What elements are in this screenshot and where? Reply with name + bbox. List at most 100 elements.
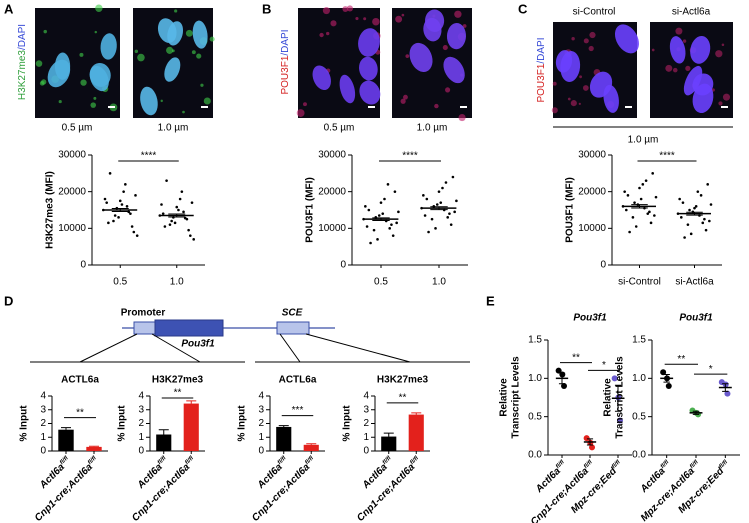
error-bar <box>61 427 71 430</box>
zoom-line <box>305 333 411 363</box>
error-bar <box>278 425 289 427</box>
y-tick-label: 0 <box>340 260 346 271</box>
x-tick-label: si-Actl6a <box>675 277 714 288</box>
speckle <box>95 4 103 12</box>
speckle <box>675 27 683 35</box>
point <box>388 227 392 230</box>
chart-title: ACTL6a <box>61 375 99 386</box>
speckle <box>191 50 196 55</box>
point <box>386 183 390 186</box>
point <box>189 234 192 237</box>
point <box>364 205 367 208</box>
significance-label: ** <box>677 354 685 365</box>
y-tick-label: 2 <box>40 418 46 429</box>
speckle <box>182 110 185 114</box>
point <box>439 201 443 204</box>
point <box>381 212 385 215</box>
x-tick-label: Cnp1-cre;Actl6afl/fl <box>130 455 199 523</box>
speckle <box>401 13 405 17</box>
point <box>704 228 708 232</box>
y-axis-label: % Input <box>342 405 353 442</box>
zoom-line <box>79 333 138 363</box>
error-bar <box>692 410 700 415</box>
nucleus <box>359 80 381 105</box>
x-tick-label: 0.5 <box>374 277 388 288</box>
point <box>633 201 636 204</box>
panel-label: D <box>4 293 13 308</box>
speckle <box>196 53 202 59</box>
speckle <box>718 101 723 106</box>
nucleus <box>603 84 619 113</box>
bar <box>276 426 292 451</box>
image-caption: 1.0 µm <box>628 135 659 146</box>
nucleus <box>690 36 711 64</box>
speckle <box>434 103 439 109</box>
point <box>453 210 456 214</box>
point <box>105 201 108 204</box>
point <box>689 232 693 236</box>
y-tick-label: 0.0 <box>528 450 542 461</box>
speckle <box>43 29 47 34</box>
y-tick-label: 1 <box>363 432 369 443</box>
y-tick-label: 2 <box>138 418 144 429</box>
point <box>125 205 129 208</box>
scale-bar <box>460 106 467 108</box>
significance-label: ** <box>399 393 407 404</box>
image-caption: 0.5 µm <box>62 123 93 134</box>
point <box>693 206 696 210</box>
chart-title: Pou3f1 <box>679 313 713 324</box>
error-bar <box>430 206 448 211</box>
y-tick-label: 20000 <box>318 186 346 197</box>
significance-label: ** <box>572 352 580 363</box>
label-part: fl/fl <box>277 455 288 466</box>
point <box>631 216 635 219</box>
nucleus <box>312 65 331 91</box>
point <box>427 230 430 234</box>
chart-title: H3K27me3 <box>152 375 204 386</box>
error-bar <box>614 384 622 412</box>
y-tick-label: 0.5 <box>528 411 542 422</box>
point <box>701 221 705 225</box>
point <box>187 228 190 232</box>
speckle <box>79 52 84 57</box>
speckle <box>137 53 145 62</box>
point <box>434 227 437 230</box>
error-bar <box>686 211 703 216</box>
nucleus <box>446 22 466 50</box>
point <box>430 217 434 221</box>
speckle <box>346 5 353 12</box>
image-bg <box>35 8 120 118</box>
scale-bar <box>625 106 632 108</box>
y-axis-label: POU3F1 (MFI) <box>565 177 576 243</box>
speckle <box>93 96 97 100</box>
error-bar <box>411 412 422 415</box>
speckle <box>722 93 731 101</box>
y-tick-label: 1.0 <box>632 373 646 384</box>
image-caption: 0.5 µm <box>324 123 355 134</box>
x-tick-label: Cnp1-cre;Actl6afl/fl <box>355 455 424 523</box>
point <box>589 444 596 451</box>
y-tick-label: 2 <box>363 418 369 429</box>
point <box>653 214 656 217</box>
error-bar <box>372 217 390 221</box>
zoom-line <box>279 333 301 363</box>
y-tick-label: 4 <box>138 391 144 402</box>
x-tick-label: si-Control <box>618 277 661 288</box>
bar <box>86 446 102 451</box>
speckle <box>363 17 367 21</box>
point <box>623 190 626 193</box>
label-part: fl/fl <box>157 455 168 466</box>
speckle <box>403 94 408 100</box>
point <box>117 216 120 219</box>
micrograph <box>296 5 381 118</box>
point <box>628 230 631 234</box>
point <box>638 186 641 190</box>
y-tick-label: 4 <box>40 391 46 402</box>
point <box>369 241 372 245</box>
speckle <box>322 7 330 15</box>
significance-label: ** <box>174 388 182 399</box>
point <box>130 225 134 228</box>
speckle <box>160 99 163 103</box>
image-header: si-Actl6a <box>672 7 711 18</box>
